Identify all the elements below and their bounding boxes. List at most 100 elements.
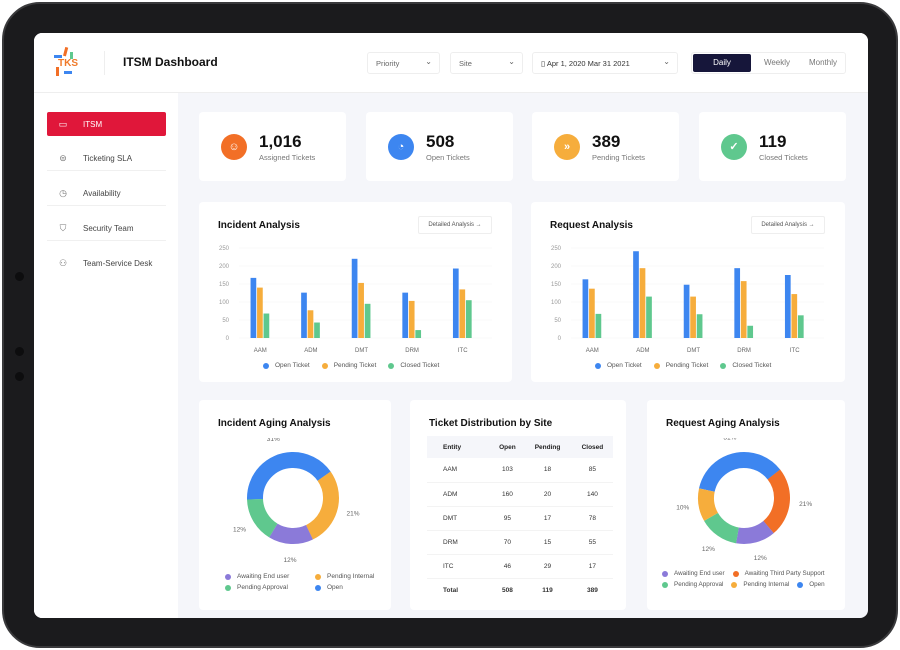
site-dropdown[interactable]: Site ⌄ [450,52,523,74]
slice-label: 31% [723,438,736,442]
bar-closed-ticket [646,296,652,338]
card-title: Request Analysis [550,220,633,231]
side-button [15,372,24,381]
donut-slice-pending-internal [247,452,339,544]
kpi-label: Closed Tickets [759,153,808,162]
period-daily[interactable]: Daily [693,54,751,72]
bar-pending-ticket [740,281,747,338]
request-aging-donut: 31% 21% 12% 12% 10% [676,438,812,562]
bar-closed-ticket [595,313,602,338]
legend-label: Closed Ticket [732,362,772,369]
table-header-row: Entity Open Pending Closed [427,436,613,458]
bar-closed-ticket [465,300,472,338]
legend-label: Pending Approval [237,584,288,591]
bar-open-ticket [683,284,690,338]
table-cell: 508 [501,586,513,594]
bar-open-ticket [633,251,639,338]
handshake-icon: ⊜ [59,153,67,163]
table-cell: 119 [542,586,553,594]
bar-pending-ticket [791,294,798,338]
detailed-analysis-button[interactable]: Detailed Analysis → [418,216,492,234]
bar-open-ticket [351,258,358,338]
x-tick-label: ADM [636,348,649,354]
bar-closed-ticket [364,303,371,338]
calendar-icon: ▯ [541,59,547,68]
tks-logo [54,47,73,76]
bar-pending-ticket [358,282,364,338]
y-tick-label: 100 [219,300,230,306]
table-row: ADM 160 20 140 [427,482,613,507]
y-tick-label: 200 [219,264,230,270]
table-cell: 78 [571,506,613,531]
y-tick-label: 50 [554,318,561,324]
table-cell: 70 [491,530,524,555]
legend-dot [225,573,231,580]
legend-dot [225,584,231,591]
table-total-row: Total 508 119 389 [427,578,613,602]
y-tick-label: 200 [551,264,562,270]
bar-open-ticket [582,279,589,338]
legend-dot [731,581,738,588]
bar-closed-ticket [696,314,703,338]
priority-dropdown[interactable]: Priority ⌄ [367,52,440,74]
bar-open-ticket [452,268,459,338]
bar-closed-ticket [797,315,804,338]
table-cell: DMT [427,506,492,531]
ticket-distribution-table: Entity Open Pending Closed AAM 103 18 85 ADM… [427,436,613,602]
header: TKS ITSM Dashboard Priority ⌄ Site ⌄ ▯ Apr… [34,33,868,93]
kpi-card-closed: ✓ 119 Closed Tickets [699,112,846,181]
date-range-picker[interactable]: ▯ Apr 1, 2020 Mar 31 2021 ⌄ [532,52,678,74]
slice-label: 12% [754,555,767,562]
camera-dot [15,272,24,281]
table-cell: DRM [427,530,492,555]
side-button [15,347,24,356]
table-cell: Total [443,586,459,594]
kpi-value: 119 [759,132,787,151]
legend-label: Awaiting End user [674,570,725,577]
legend-dot [720,362,727,369]
sidebar-item-team-service-desk[interactable]: ⚇ Team-Service Desk [47,251,166,275]
sidebar-item-security-team[interactable]: ⛉ Security Team [47,217,166,241]
table-cell: 15 [523,530,572,555]
x-tick-label: ADM [304,348,317,354]
period-weekly[interactable]: Weekly [763,58,791,67]
chart-legend: Awaiting End user Pending Internal Pendi… [225,573,375,591]
legend-dot [321,362,328,369]
column-header: Pending [523,436,572,458]
table-cell: 46 [491,554,524,579]
kpi-label: Open Tickets [426,153,470,162]
chevron-down-icon: ⌄ [508,57,515,66]
slice-label: 21% [799,501,812,508]
logo-text: TKS [58,58,78,69]
legend-label: Open Ticket [275,362,310,369]
period-monthly[interactable]: Monthly [808,58,837,67]
x-tick-label: AAM [254,348,267,354]
sidebar-item-itsm[interactable]: ▭ ITSM [47,112,166,136]
sidebar-item-availability[interactable]: ◷ Availability [47,182,166,206]
table-cell: 18 [523,458,572,483]
y-tick-label: 250 [219,246,230,252]
request-bar-chart: 0 50 100 150 200 250 AAM ADM DMT DRM ITC [551,246,824,354]
sidebar-item-label: Availability [83,189,121,198]
table-cell: 17 [523,506,572,531]
kpi-card-pending: » 389 Pending Tickets [532,112,679,181]
table-cell: ADM [427,482,492,507]
slice-label: 12% [284,557,297,564]
y-tick-label: 150 [551,282,562,288]
detailed-analysis-button[interactable]: Detailed Analysis → [751,216,825,234]
x-tick-label: ITC [790,348,800,354]
table-row: ITC 46 29 17 [427,554,613,579]
bar-open-ticket [402,292,409,338]
legend-dot [732,570,739,577]
legend-label: Pending Internal [327,573,375,580]
bar-pending-ticket [589,288,595,338]
legend-dot [315,573,321,580]
kpi-value: 1,016 [259,132,302,151]
table-row: DRM 70 15 55 [427,530,613,555]
incident-analysis-card: Incident Analysis Detailed Analysis → 0 5… [199,202,512,382]
date-range-label: Apr 1, 2020 Mar 31 2021 [546,59,630,68]
legend-dot [263,362,269,369]
sidebar-item-ticketing-sla[interactable]: ⊜ Ticketing SLA [47,147,166,171]
legend-dot [595,362,601,369]
legend-label: Open [327,584,343,591]
